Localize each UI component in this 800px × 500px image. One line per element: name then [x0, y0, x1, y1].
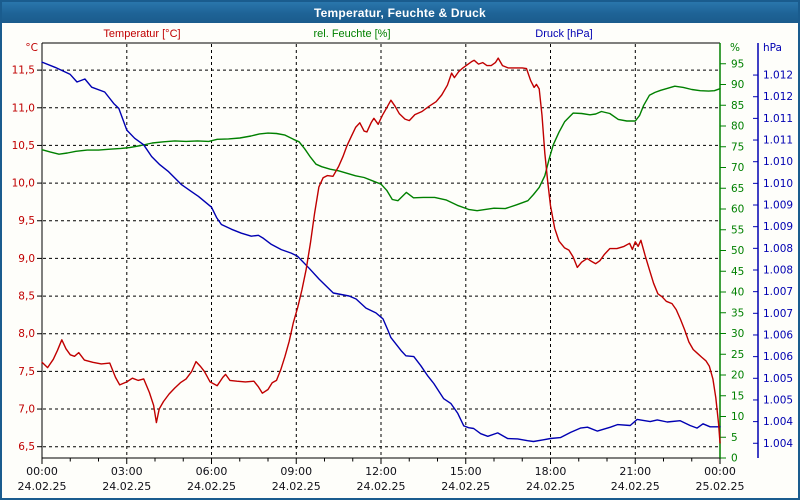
hum-tick-label: 35	[731, 307, 744, 319]
pres-tick-label: 1.012	[763, 70, 793, 82]
pres-tick-label: 1.004	[763, 416, 793, 428]
hum-tick-label: 55	[731, 224, 744, 236]
hum-tick-label: 90	[731, 79, 744, 91]
x-date-label: 24.02.25	[611, 480, 660, 493]
pres-tick-label: 1.008	[763, 243, 793, 255]
hum-tick-label: 65	[731, 183, 744, 195]
hum-tick-label: 15	[731, 390, 744, 402]
hum-tick-label: 20	[731, 370, 744, 382]
humidity-line	[41, 85, 721, 212]
x-time-label: 00:00	[704, 465, 736, 478]
x-time-label: 21:00	[619, 465, 651, 478]
x-date-label: 24.02.25	[18, 480, 67, 493]
pres-tick-label: 1.008	[763, 264, 793, 276]
pres-tick-label: 1.006	[763, 351, 793, 363]
hum-tick-label: 0	[731, 453, 738, 465]
title-bar: Temperatur, Feuchte & Druck	[2, 2, 798, 23]
window-title: Temperatur, Feuchte & Druck	[314, 5, 486, 20]
hum-tick-label: 85	[731, 100, 744, 112]
temp-tick-label: 7,0	[18, 404, 35, 416]
temp-tick-label: 11,5	[12, 65, 35, 77]
pres-tick-label: 1.010	[763, 178, 793, 190]
hum-tick-label: 70	[731, 162, 744, 174]
hum-tick-label: 30	[731, 328, 744, 340]
temp-tick-label: 7,5	[18, 366, 35, 378]
series-label-humidity: rel. Feuchte [%]	[313, 28, 391, 40]
x-date-label: 24.02.25	[526, 480, 575, 493]
x-date-label: 24.02.25	[272, 480, 321, 493]
pres-tick-label: 1.010	[763, 156, 793, 168]
x-date-label: 24.02.25	[441, 480, 490, 493]
hum-tick-label: 25	[731, 349, 744, 361]
temp-tick-label: 10,5	[12, 140, 35, 152]
x-time-label: 06:00	[196, 465, 228, 478]
x-time-label: 00:00	[26, 465, 58, 478]
temperature-line	[41, 57, 721, 444]
x-time-label: 18:00	[535, 465, 567, 478]
pres-tick-label: 1.007	[763, 286, 793, 298]
hum-tick-label: 10	[731, 411, 744, 423]
pres-tick-label: 1.012	[763, 91, 793, 103]
temp-tick-label: 6,5	[18, 441, 35, 453]
pres-tick-label: 1.005	[763, 373, 793, 385]
temp-tick-label: 8,0	[18, 328, 35, 340]
x-time-label: 03:00	[111, 465, 143, 478]
pres-tick-label: 1.004	[763, 438, 793, 450]
temp-tick-label: 9,0	[18, 253, 35, 265]
pres-tick-label: 1.009	[763, 200, 793, 212]
pres-tick-label: 1.009	[763, 221, 793, 233]
temp-tick-label: 11,0	[12, 102, 35, 114]
temp-tick-label: 10,0	[12, 178, 35, 190]
pres-tick-label: 1.006	[763, 329, 793, 341]
x-time-label: 15:00	[450, 465, 482, 478]
hum-axis-unit: %	[730, 42, 740, 54]
hum-tick-label: 50	[731, 245, 744, 257]
temp-tick-label: 8,5	[18, 291, 35, 303]
pres-tick-label: 1.005	[763, 394, 793, 406]
pres-tick-label: 1.011	[763, 113, 793, 125]
x-date-label: 24.02.25	[357, 480, 406, 493]
hum-tick-label: 95	[731, 58, 744, 70]
hum-tick-label: 45	[731, 266, 744, 278]
pressure-line	[41, 61, 721, 443]
temp-axis-unit: °C	[25, 42, 38, 54]
x-date-label: 24.02.25	[187, 480, 236, 493]
series-label-pressure: Druck [hPa]	[535, 28, 593, 40]
pres-tick-label: 1.011	[763, 135, 793, 147]
hum-tick-label: 5	[731, 432, 738, 444]
temp-tick-label: 9,5	[18, 215, 35, 227]
x-date-label: 25.02.25	[696, 480, 745, 493]
x-time-label: 12:00	[365, 465, 397, 478]
x-time-label: 09:00	[280, 465, 312, 478]
x-date-label: 24.02.25	[102, 480, 151, 493]
pres-tick-label: 1.007	[763, 308, 793, 320]
hum-tick-label: 80	[731, 121, 744, 133]
series-label-temperature: Temperatur [°C]	[103, 28, 181, 40]
hum-tick-label: 40	[731, 287, 744, 299]
hum-tick-label: 60	[731, 204, 744, 216]
hum-tick-label: 75	[731, 141, 744, 153]
pres-axis-unit: hPa	[763, 42, 782, 54]
